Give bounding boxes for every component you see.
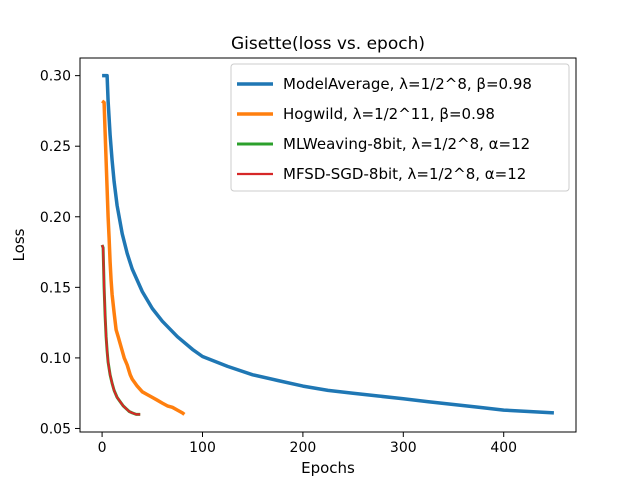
y-tick-label: 0.25 [40,139,71,155]
x-tick-label: 400 [490,440,517,456]
y-tick-label: 0.20 [40,210,71,226]
legend-label-4: MFSD-SGD-8bit, λ=1/2^8, α=12 [283,165,526,183]
plot-frame [79,57,577,433]
legend-label-3: MLWeaving-8bit, λ=1/2^8, α=12 [283,135,530,153]
chart-title: Gisette(loss vs. epoch) [231,34,425,54]
x-tick-label: 300 [390,440,417,456]
x-tick-label: 0 [98,440,107,456]
x-tick-label: 100 [189,440,216,456]
legend-box [230,63,570,192]
y-tick-label: 0.15 [40,280,71,296]
x-axis-title: Epochs [301,459,355,477]
y-tick-label: 0.30 [40,69,71,85]
ticks-layer: 0 100 200 300 400 0.05 0.10 0.15 0.20 0.25 0.30 [40,69,517,456]
legend: ModelAverage, λ=1/2^8, β=0.98 Hogwild, λ=… [230,63,570,192]
series-line-1 [102,73,554,415]
x-tick-label: 200 [290,440,317,456]
legend-label-2: Hogwild, λ=1/2^11, β=0.98 [283,105,495,123]
legend-label-1: ModelAverage, λ=1/2^8, β=0.98 [283,75,532,93]
y-tick-label: 0.05 [40,421,71,437]
series-line-4 [101,244,141,416]
series-layer [100,73,554,416]
series-line-2 [101,99,186,416]
y-axis-title: Loss [10,228,28,261]
y-tick-label: 0.10 [40,351,71,367]
